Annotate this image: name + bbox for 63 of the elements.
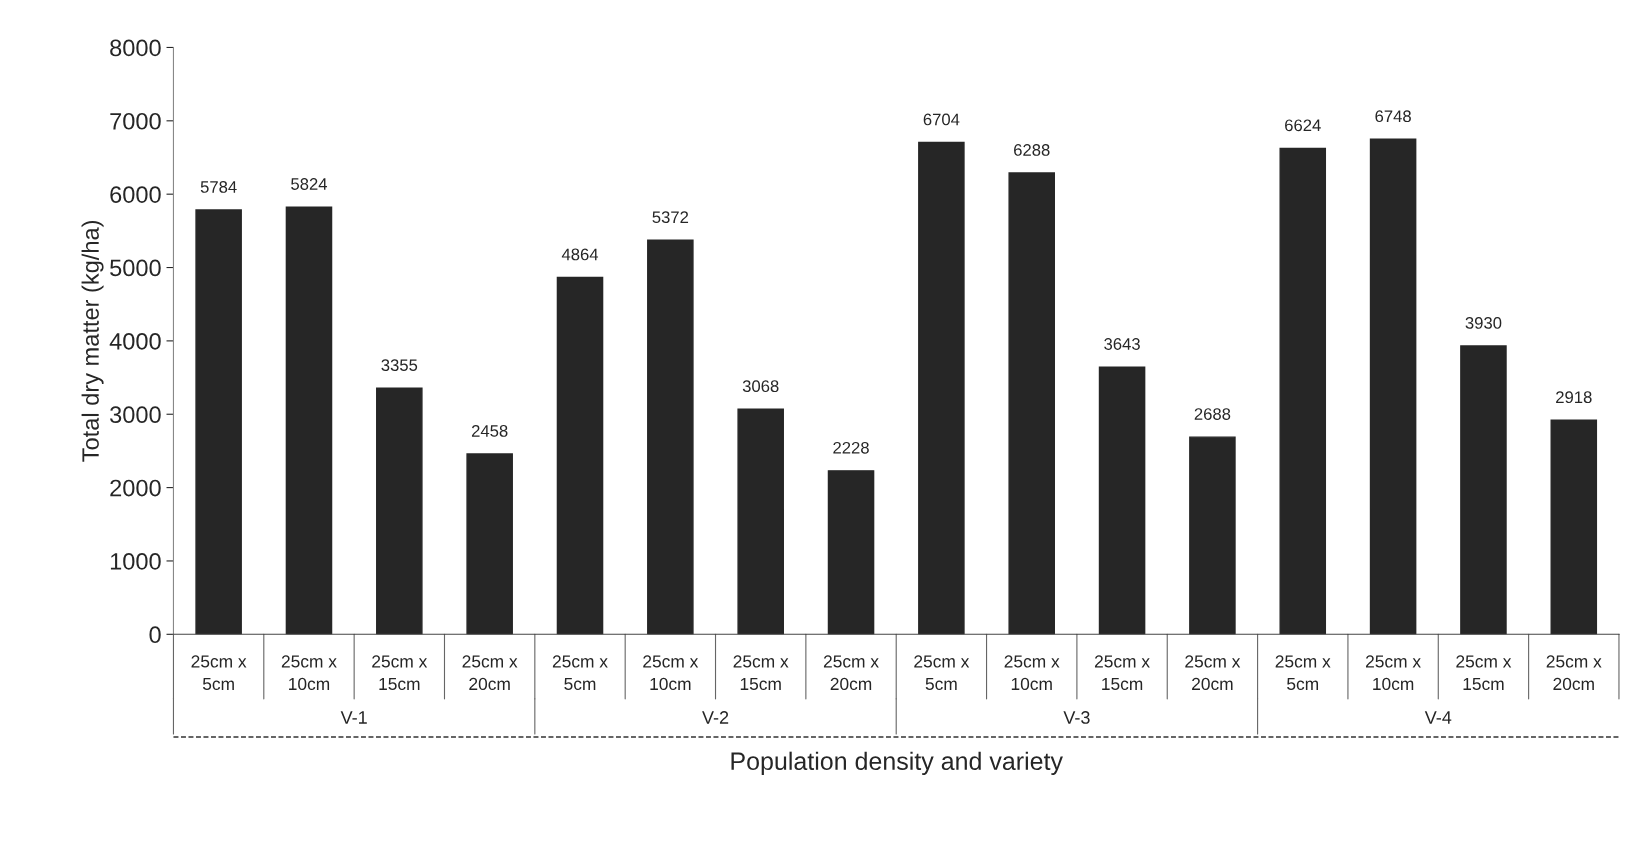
y-tick-label: 5000 bbox=[110, 259, 161, 277]
bar bbox=[1369, 138, 1417, 635]
text: V-2 bbox=[702, 711, 729, 724]
data-label: 6624 bbox=[1285, 119, 1321, 132]
x-tick-label: 25cm x 20cm bbox=[462, 655, 518, 691]
bar bbox=[737, 408, 784, 635]
bar bbox=[918, 141, 965, 635]
bar bbox=[556, 276, 604, 635]
x-tick-label: 25cm x 10cm bbox=[281, 655, 337, 691]
x-tick-label: 25cm x 20cm bbox=[1546, 655, 1602, 691]
y-tick-label: 1000 bbox=[110, 553, 161, 570]
x-tick-label: 25cm x 10cm bbox=[643, 655, 699, 691]
data-label: 5824 bbox=[291, 178, 328, 190]
y-axis-title: Total dry matter (kg/ha) bbox=[81, 220, 104, 462]
x-tick-label: 25cm x 5cm bbox=[1275, 655, 1331, 691]
y-tick-label: 8000 bbox=[110, 39, 161, 57]
bar bbox=[466, 453, 513, 635]
bar bbox=[1098, 366, 1146, 635]
x-tick-label: 25cm x 15cm bbox=[372, 655, 428, 691]
x-tick-label: 25cm x 10cm bbox=[1004, 655, 1060, 691]
bar bbox=[195, 209, 242, 635]
y-tick-label: 2000 bbox=[110, 479, 161, 497]
x-tick-label: 25cm x 20cm bbox=[1185, 655, 1241, 691]
bar bbox=[1460, 345, 1507, 635]
data-label: 2458 bbox=[471, 425, 508, 437]
bar bbox=[827, 470, 875, 635]
y-tick-label: 4000 bbox=[109, 332, 161, 350]
y-tick-label: 0 bbox=[149, 626, 161, 644]
y-tick-label: 7000 bbox=[110, 112, 161, 130]
x-tick-label: 25cm x 5cm bbox=[914, 655, 970, 691]
bar bbox=[376, 387, 423, 635]
data-label: 2918 bbox=[1556, 391, 1592, 404]
text: V-1 bbox=[340, 711, 367, 724]
x-tick-label: 25cm x 15cm bbox=[1094, 655, 1150, 691]
data-label: 2228 bbox=[833, 441, 869, 454]
x-axis-title: Population density and variety bbox=[731, 751, 1063, 775]
data-label: 3355 bbox=[381, 359, 418, 372]
data-label: 3068 bbox=[742, 380, 779, 393]
data-label: 6704 bbox=[923, 113, 960, 126]
data-label: 2688 bbox=[1194, 408, 1231, 420]
x-tick-label: 25cm x 15cm bbox=[733, 655, 789, 691]
bar bbox=[1189, 436, 1236, 635]
text: V-3 bbox=[1063, 711, 1090, 724]
data-label: 6748 bbox=[1375, 110, 1411, 123]
y-tick-label: 6000 bbox=[110, 186, 161, 203]
data-label: 3643 bbox=[1104, 338, 1140, 350]
data-label: 5784 bbox=[200, 181, 237, 193]
x-tick-label: 25cm x 5cm bbox=[191, 655, 247, 691]
bar bbox=[285, 206, 333, 635]
y-tick-label: 3000 bbox=[110, 406, 161, 424]
x-tick-label: 25cm x 10cm bbox=[1366, 655, 1421, 691]
bar bbox=[1008, 172, 1056, 635]
x-tick-label: 25cm x 20cm bbox=[823, 655, 879, 691]
data-label: 5372 bbox=[652, 211, 689, 224]
bar bbox=[647, 239, 694, 635]
data-label: 3930 bbox=[1465, 317, 1502, 329]
x-tick-label: 25cm x 5cm bbox=[552, 655, 608, 691]
data-label: 4864 bbox=[561, 248, 599, 261]
bar bbox=[1550, 419, 1598, 635]
bar bbox=[1279, 147, 1327, 635]
text: V-4 bbox=[1424, 711, 1452, 724]
x-tick-label: 25cm x 15cm bbox=[1456, 655, 1512, 691]
data-label: 6288 bbox=[1014, 144, 1050, 156]
